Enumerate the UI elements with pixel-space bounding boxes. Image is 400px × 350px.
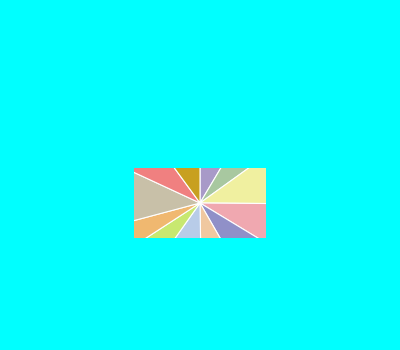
Wedge shape	[130, 140, 200, 203]
Wedge shape	[200, 203, 266, 271]
Wedge shape	[155, 203, 201, 281]
Text: $30k: $30k	[135, 88, 164, 98]
Text: $40k: $40k	[56, 188, 84, 198]
Text: $100k: $100k	[231, 86, 267, 96]
Text: $60k: $60k	[88, 279, 116, 288]
Text: $10k: $10k	[278, 112, 307, 122]
Wedge shape	[154, 125, 200, 203]
Wedge shape	[200, 136, 263, 203]
Text: $75k: $75k	[311, 163, 340, 173]
Text: $20k: $20k	[231, 310, 260, 320]
Text: Income distribution in Orono, ME (%): Income distribution in Orono, ME (%)	[32, 12, 368, 27]
Wedge shape	[200, 203, 278, 243]
Text: $125k: $125k	[281, 281, 317, 291]
Wedge shape	[122, 170, 200, 223]
Wedge shape	[135, 203, 200, 266]
Wedge shape	[125, 203, 200, 245]
Text: $200k: $200k	[58, 245, 94, 255]
Text: > $200k: > $200k	[62, 124, 110, 134]
Text: City-Data.com: City-Data.com	[284, 71, 348, 80]
Wedge shape	[200, 158, 278, 204]
Text: $150k: $150k	[312, 230, 348, 240]
Text: White residents: White residents	[141, 33, 259, 46]
Wedge shape	[200, 203, 239, 281]
Text: $50k: $50k	[137, 309, 166, 319]
Wedge shape	[200, 125, 240, 203]
